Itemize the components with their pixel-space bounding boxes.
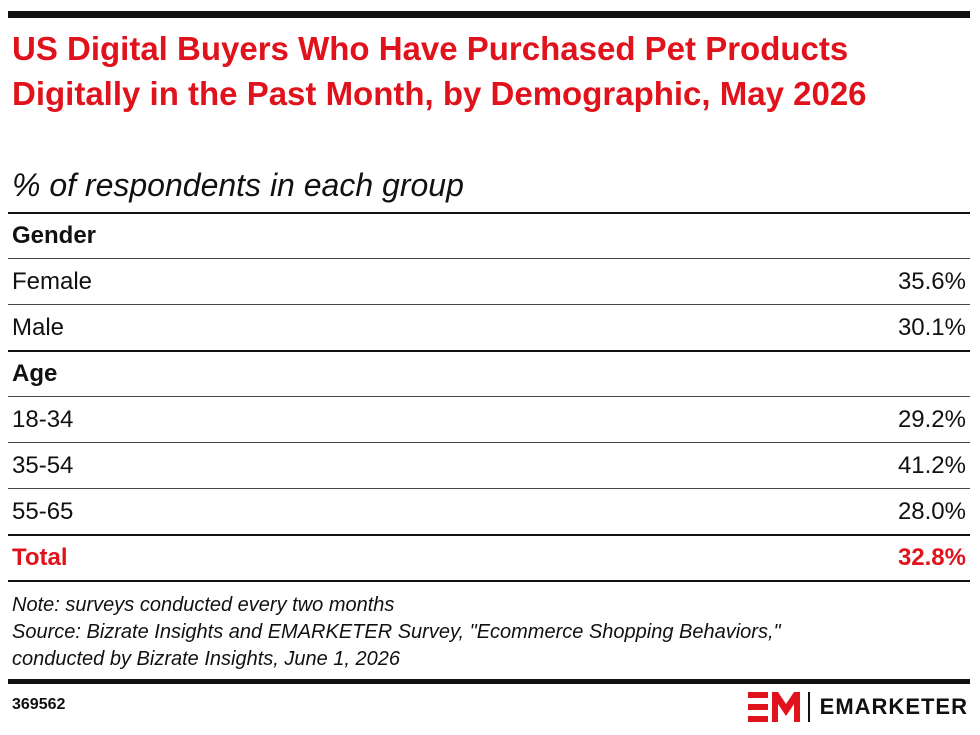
row-label: 35-54 <box>12 451 74 479</box>
chart-id: 369562 <box>12 696 66 713</box>
note-text: Note: surveys conducted every two months <box>12 594 395 616</box>
row-label: Male <box>12 313 65 341</box>
section-header-age: Age <box>8 350 970 396</box>
section-label: Gender <box>12 222 97 249</box>
brand-separator <box>807 692 810 722</box>
top-rule <box>8 11 970 18</box>
brand-name: EMARKETER <box>819 694 968 719</box>
row-value: 29.2% <box>897 405 966 433</box>
brand-logo: EMARKETER <box>747 690 968 724</box>
data-table: Gender Female 35.6% Male 30.1% Age 18-34… <box>8 212 970 582</box>
total-value: 32.8% <box>897 544 966 571</box>
section-header-gender: Gender <box>8 212 970 258</box>
section-label: Age <box>12 360 58 387</box>
total-row: Total 32.8% <box>8 534 970 580</box>
row-value: 41.2% <box>897 451 966 479</box>
row-value: 28.0% <box>897 497 966 525</box>
row-value: 30.1% <box>897 313 966 341</box>
source-text-line2: conducted by Bizrate Insights, June 1, 2… <box>12 648 401 670</box>
table-row: 35-54 41.2% <box>8 442 970 488</box>
table-end-rule <box>8 580 970 582</box>
table-row: 55-65 28.0% <box>8 488 970 534</box>
chart-subtitle: % of respondents in each group <box>12 167 464 203</box>
table-row: Male 30.1% <box>8 304 970 350</box>
row-label: 55-65 <box>12 497 74 525</box>
bottom-rule <box>8 679 970 684</box>
total-label: Total <box>12 544 68 571</box>
footnotes: Note: surveys conducted every two months… <box>12 592 962 673</box>
row-label: 18-34 <box>12 405 74 433</box>
row-label: Female <box>12 267 93 295</box>
chart-title: US Digital Buyers Who Have Purchased Pet… <box>12 30 867 112</box>
row-value: 35.6% <box>897 267 966 295</box>
source-text-line1: Source: Bizrate Insights and EMARKETER S… <box>12 621 781 643</box>
em-logo-icon <box>747 692 800 722</box>
table-row: Female 35.6% <box>8 258 970 304</box>
table-row: 18-34 29.2% <box>8 396 970 442</box>
